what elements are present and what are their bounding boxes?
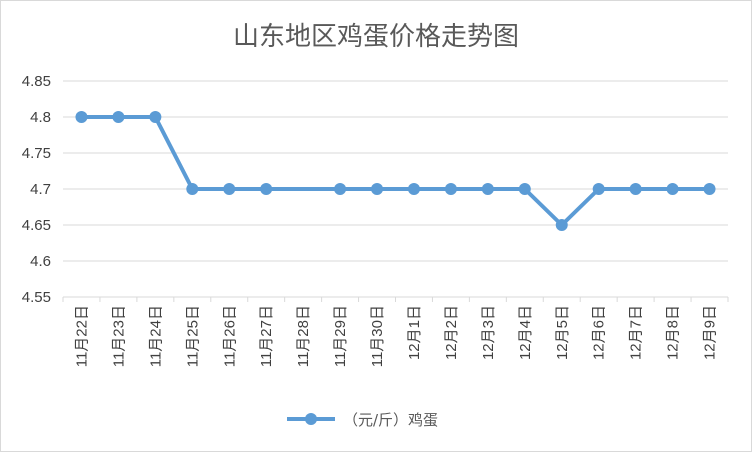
x-tick-label: 12月4日: [517, 305, 534, 360]
legend: （元/斤）鸡蛋: [287, 411, 438, 429]
data-point: [703, 183, 716, 195]
y-tick-label: 4.65: [22, 217, 51, 234]
x-tick-label: 11月24日: [147, 305, 164, 367]
x-tick-label: 12月9日: [702, 305, 719, 360]
data-point: [518, 183, 531, 195]
x-tick-label: 11月28日: [295, 305, 312, 367]
y-tick-label: 4.55: [22, 289, 51, 306]
data-point: [260, 183, 273, 195]
data-point: [407, 183, 420, 195]
y-tick-label: 4.8: [30, 109, 51, 126]
x-tick-label: 11月26日: [221, 305, 238, 367]
legend-marker-swatch: [305, 413, 317, 425]
x-tick-label: 12月8日: [665, 305, 682, 360]
data-point: [592, 183, 605, 195]
data-point: [223, 183, 236, 195]
x-tick-label: 11月27日: [258, 305, 275, 367]
series-line: [79, 115, 712, 227]
y-tick-label: 4.75: [22, 145, 51, 162]
data-point: [149, 111, 162, 123]
legend-label: （元/斤）鸡蛋: [343, 411, 438, 429]
x-tick-label: 12月2日: [443, 305, 460, 360]
x-tick-label: 11月29日: [332, 305, 349, 367]
x-tick-label: 11月25日: [184, 305, 201, 367]
x-axis: 11月22日 11月23日 11月24日 11月25日 11月26日 11月27日 11月2…: [62, 296, 729, 367]
x-tick-label: 12月5日: [554, 305, 571, 360]
y-tick-label: 4.6: [30, 253, 51, 270]
data-point: [112, 111, 125, 123]
data-point: [629, 183, 642, 195]
data-point: [481, 183, 494, 195]
y-tick-label: 4.85: [22, 73, 51, 90]
x-tick-label: 12月6日: [591, 305, 608, 360]
data-point: [75, 111, 88, 123]
data-point: [555, 219, 568, 231]
chart-title: 山东地区鸡蛋价格走势图: [233, 22, 519, 52]
data-point: [371, 183, 384, 195]
x-tick-label: 11月22日: [73, 305, 90, 367]
data-point: [666, 183, 679, 195]
y-tick-label: 4.7: [30, 181, 51, 198]
data-point: [186, 183, 199, 195]
series-layer: [75, 111, 716, 231]
x-tick-label: 12月7日: [628, 305, 645, 360]
x-tick-label: 11月30日: [369, 305, 386, 367]
data-point: [444, 183, 457, 195]
x-tick-label: 12月1日: [406, 305, 423, 360]
x-tick-label: 12月3日: [480, 305, 497, 360]
data-point: [334, 183, 347, 195]
y-axis-ticks: 4.55 4.6 4.65 4.7 4.75 4.8 4.85: [22, 73, 51, 306]
x-tick-label: 11月23日: [110, 305, 127, 367]
